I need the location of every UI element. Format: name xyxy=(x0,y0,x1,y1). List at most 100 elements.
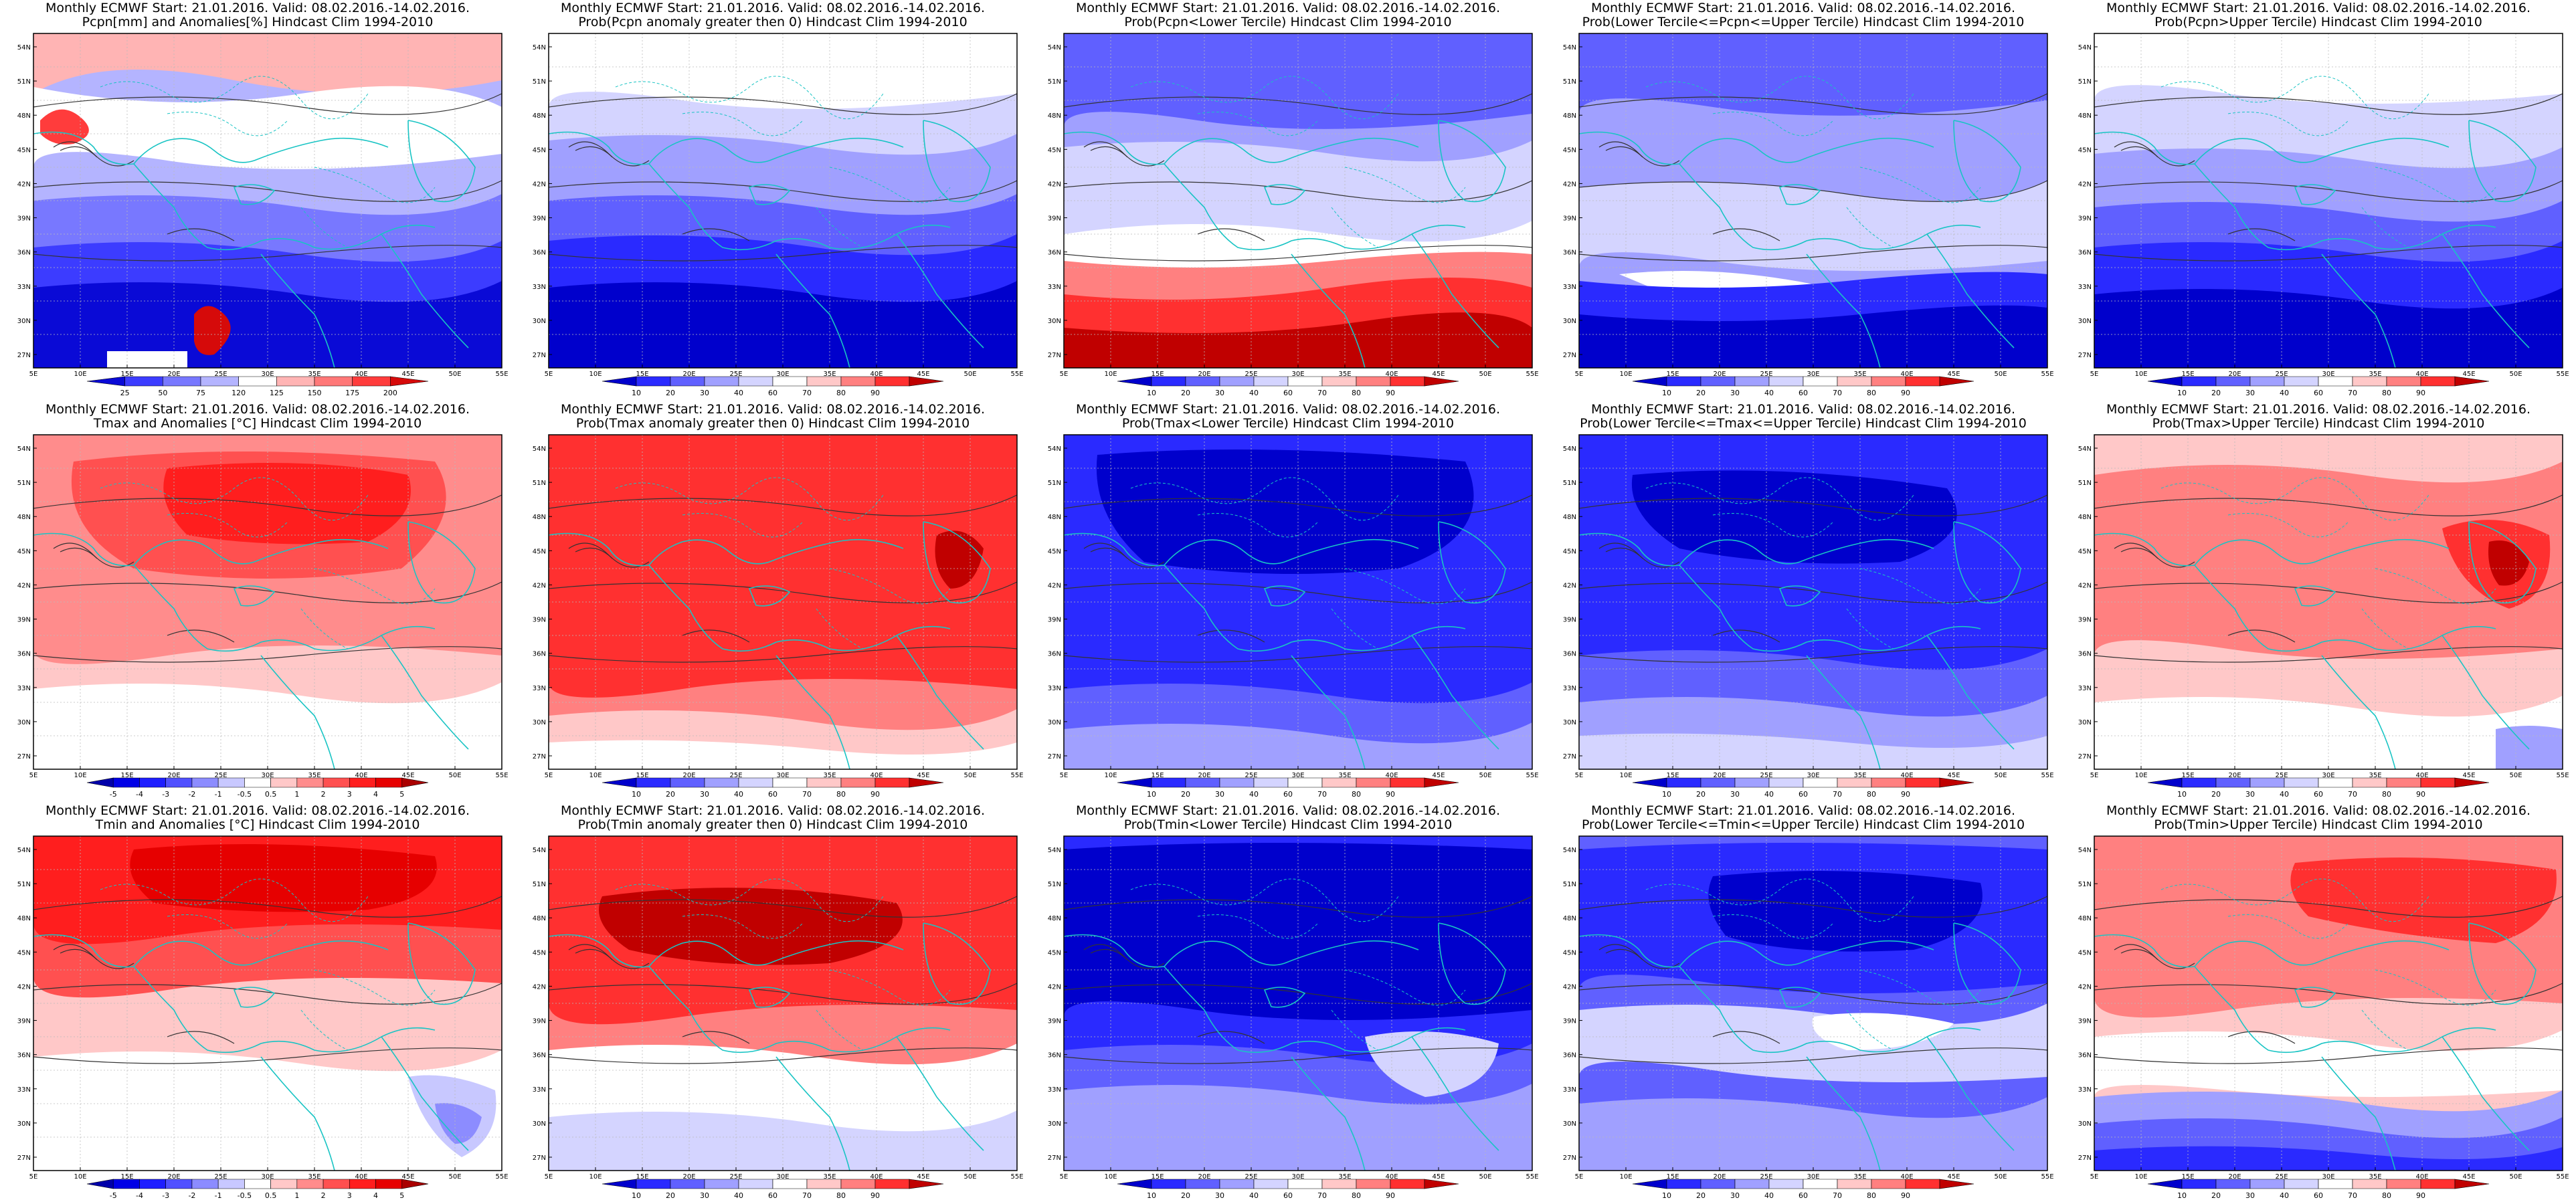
panel-title-line2: Prob(Tmax>Upper Tercile) Hindcast Clim 1… xyxy=(2152,416,2485,431)
contour-line xyxy=(33,1047,502,1064)
lon-tick-label: 20E xyxy=(682,772,695,779)
lon-tick-label: 55E xyxy=(2556,772,2569,779)
colorbar-tick-label: 70 xyxy=(1833,1191,1842,1200)
colorbar-tick-label: 25 xyxy=(120,389,130,397)
colorbar-tick-label: 70 xyxy=(1833,389,1842,397)
contour-line xyxy=(1064,896,1532,918)
lon-tick-label: 35E xyxy=(1338,1173,1351,1181)
lat-tick-label: 54N xyxy=(1563,445,1576,453)
colorbar-segment xyxy=(840,777,876,788)
lon-tick-label: 20E xyxy=(167,1173,180,1181)
colorbar-tick-label: 30 xyxy=(1730,389,1740,397)
forecast-panel: Monthly ECMWF Start: 21.01.2016. Valid: … xyxy=(2061,803,2576,1204)
panel-title-line1: Monthly ECMWF Start: 21.01.2016. Valid: … xyxy=(45,402,470,417)
coastline xyxy=(2468,120,2537,203)
colorbar-tick-label: 10 xyxy=(1662,389,1671,397)
lat-tick-label: 42N xyxy=(2078,181,2092,188)
lon-tick-label: 5E xyxy=(2090,772,2099,779)
lat-tick-label: 39N xyxy=(2078,1018,2092,1025)
lat-tick-label: 45N xyxy=(17,949,31,957)
shading-band xyxy=(163,463,411,544)
colorbar-tick-label: -0.5 xyxy=(238,790,252,799)
lon-tick-label: 30E xyxy=(1807,1173,1819,1181)
country-border xyxy=(167,914,288,939)
lat-tick-label: 42N xyxy=(1563,582,1576,589)
forecast-panel: Monthly ECMWF Start: 21.01.2016. Valid: … xyxy=(2061,0,2576,401)
lat-tick-label: 54N xyxy=(533,445,546,453)
colorbar-tick-label: 30 xyxy=(700,389,709,397)
colorbar-tick-label: 80 xyxy=(1352,1191,1361,1200)
coastline xyxy=(407,922,476,1005)
contour-line xyxy=(575,146,613,158)
lon-tick-label: 15E xyxy=(1666,1173,1679,1181)
lon-tick-label: 40E xyxy=(1900,772,1913,779)
contour-line xyxy=(682,1031,750,1044)
colorbar-tick-label: 30 xyxy=(1215,389,1224,397)
lon-tick-label: 30E xyxy=(2322,1173,2334,1181)
forecast-panel: Monthly ECMWF Start: 21.01.2016. Valid: … xyxy=(1030,401,1546,803)
lat-tick-label: 42N xyxy=(17,582,31,589)
colorbar-segment xyxy=(1632,1179,1667,1189)
colorbar-segment xyxy=(2249,376,2285,387)
forecast-panel: Monthly ECMWF Start: 21.01.2016. Valid: … xyxy=(1030,0,1546,401)
lat-tick-label: 51N xyxy=(533,881,546,888)
contour-line xyxy=(2094,896,2563,918)
coastline xyxy=(33,532,436,652)
lat-tick-label: 51N xyxy=(1048,78,1061,86)
colorbar-segment xyxy=(1666,376,1701,387)
colorbar-segment xyxy=(1905,1179,1940,1189)
contour-line xyxy=(33,896,502,918)
colorbar-segment xyxy=(875,376,910,387)
colorbar-tick-label: -2 xyxy=(188,1191,195,1200)
lon-tick-label: 15E xyxy=(2181,772,2194,779)
contour-line xyxy=(1579,1047,2047,1064)
contour-line xyxy=(1064,245,1532,262)
country-border xyxy=(682,914,804,939)
lat-tick-label: 39N xyxy=(17,1018,31,1025)
coastline xyxy=(2294,184,2336,205)
lon-tick-label: 55E xyxy=(2041,1173,2053,1181)
coastline xyxy=(254,940,389,964)
colorbar-segment xyxy=(244,1179,271,1189)
lat-tick-label: 39N xyxy=(533,1018,546,1025)
colorbar-tick-label: 80 xyxy=(2382,1191,2391,1200)
lat-tick-label: 30N xyxy=(2078,719,2092,726)
lon-tick-label: 15E xyxy=(636,1173,648,1181)
lon-tick-label: 25E xyxy=(2275,371,2288,378)
contour-line xyxy=(2120,146,2158,158)
colorbar-segment xyxy=(1700,777,1736,788)
colorbar-segment xyxy=(1632,376,1667,387)
colorbar-segment xyxy=(602,376,637,387)
colorbar-segment xyxy=(1390,1179,1425,1189)
coastline xyxy=(2194,940,2316,967)
lon-tick-label: 15E xyxy=(1666,772,1679,779)
lat-tick-label: 27N xyxy=(2078,352,2092,359)
contour-line xyxy=(549,581,1017,603)
coastline xyxy=(1953,120,2021,203)
lat-tick-label: 39N xyxy=(1563,617,1576,624)
lon-tick-label: 40E xyxy=(355,371,367,378)
shading-band xyxy=(2290,858,2557,943)
colorbar-tick-label: 20 xyxy=(1696,1191,1706,1200)
contour-line xyxy=(575,948,613,961)
panel-title-line2: Prob(Lower Tercile<=Tmax<=Upper Tercile)… xyxy=(1580,416,2027,431)
forecast-panel: Monthly ECMWF Start: 21.01.2016. Valid: … xyxy=(0,0,515,401)
colorbar-segment xyxy=(401,777,429,788)
coastline xyxy=(1263,585,1306,607)
coastline xyxy=(233,585,276,607)
lat-tick-label: 45N xyxy=(17,548,31,555)
colorbar-segment xyxy=(1287,1179,1323,1189)
lat-tick-label: 27N xyxy=(2078,1155,2092,1162)
colorbar-segment xyxy=(1768,376,1804,387)
coastline xyxy=(1579,934,1981,1054)
colorbar-segment xyxy=(2420,777,2456,788)
coastline xyxy=(233,987,276,1008)
forecast-map: 54N 51N 48N 45N 42N 39N 36N 33N 30N 27N 5E 10E 15E 20… xyxy=(2078,33,2569,397)
lat-tick-label: 42N xyxy=(1048,983,1061,991)
colorbar-tick-label: 4 xyxy=(373,790,378,799)
colorbar-segment xyxy=(2181,1179,2217,1189)
coastline xyxy=(2314,940,2450,964)
shading-band xyxy=(1579,305,2047,368)
colorbar-segment xyxy=(2147,777,2183,788)
colorbar-segment xyxy=(2147,1179,2183,1189)
